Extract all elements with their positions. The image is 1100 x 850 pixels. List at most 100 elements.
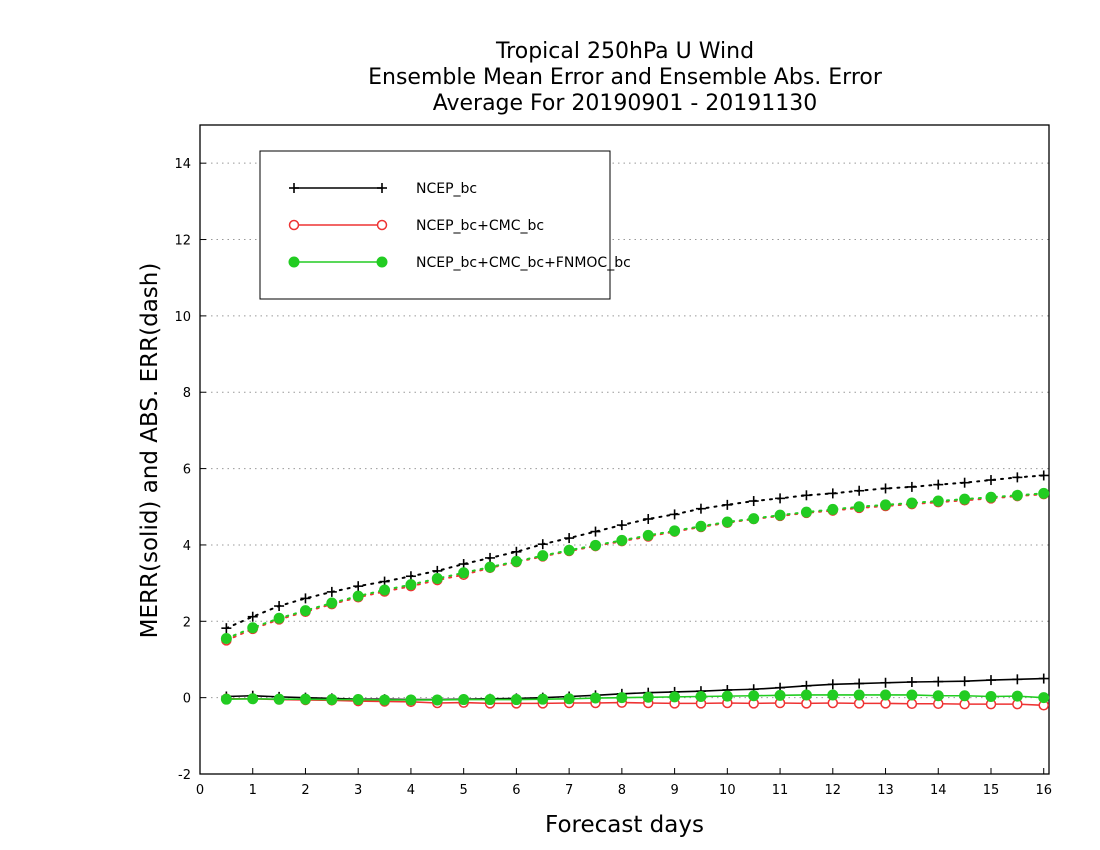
abs-err-point <box>827 488 838 499</box>
abs-err-point <box>827 503 839 515</box>
y-tick-label: -2 <box>178 768 191 783</box>
y-tick-label: 10 <box>174 310 191 325</box>
merr-point <box>326 694 338 706</box>
abs-err-point <box>906 481 917 492</box>
abs-err-point <box>985 491 997 503</box>
abs-err-point <box>854 485 865 496</box>
legend-item: NCEP_bc <box>289 181 477 197</box>
merr-point <box>880 677 891 688</box>
merr-point <box>959 676 970 687</box>
x-tick-label: 4 <box>407 783 415 798</box>
abs-err-point <box>643 513 654 524</box>
merr-point <box>906 698 918 710</box>
abs-err-point <box>1038 470 1049 481</box>
merr-point <box>985 675 996 686</box>
merr-point <box>1012 674 1023 685</box>
merr-point <box>774 689 786 701</box>
abs-err-point <box>274 601 285 612</box>
abs-err-point <box>695 503 706 514</box>
abs-err-point <box>669 525 681 537</box>
merr-point <box>589 692 601 704</box>
merr-point <box>933 676 944 687</box>
abs-err-point <box>353 581 364 592</box>
merr-point <box>853 689 865 701</box>
abs-err-point <box>537 550 549 562</box>
merr-point <box>642 691 654 703</box>
series-layer <box>220 470 1050 711</box>
abs-err-point <box>484 561 496 573</box>
abs-err-point <box>405 579 417 591</box>
abs-err-point <box>485 552 496 563</box>
merr-point <box>352 694 364 706</box>
abs-err-point <box>906 497 918 509</box>
abs-err-point <box>616 534 628 546</box>
legend-label: NCEP_bc+CMC_bc <box>416 218 544 234</box>
x-tick-label: 15 <box>983 783 1000 798</box>
x-tick-label: 13 <box>877 783 894 798</box>
merr-point <box>484 694 496 706</box>
series-ncep-bc-cmc-bc-fnmoc-bc <box>220 487 1050 706</box>
abs-err-point <box>959 493 971 505</box>
abs-err-point <box>932 495 944 507</box>
abs-err-point <box>880 483 891 494</box>
abs-err-point <box>590 526 601 537</box>
abs-err-point <box>748 513 760 525</box>
merr-point <box>537 693 549 705</box>
y-axis-title: MERR(solid) and ABS. ERR(dash) <box>137 263 163 639</box>
merr-point <box>827 689 839 701</box>
x-tick-label: 8 <box>618 783 626 798</box>
merr-point <box>748 690 760 702</box>
abs-err-point <box>748 496 759 507</box>
x-tick-label: 3 <box>354 783 362 798</box>
abs-err-point <box>695 520 707 532</box>
merr-point <box>801 680 812 691</box>
merr-line <box>226 677 1044 701</box>
merr-point <box>458 694 470 706</box>
abs-err-point <box>537 539 548 550</box>
merr-point <box>1011 690 1023 702</box>
abs-err-point <box>959 477 970 488</box>
x-tick-label: 16 <box>1035 783 1052 798</box>
abs-err-point <box>933 479 944 490</box>
x-tick-label: 1 <box>249 783 257 798</box>
abs-err-point <box>326 586 337 597</box>
abs-err-point <box>247 611 258 622</box>
merr-point <box>220 693 232 705</box>
x-tick-label: 7 <box>565 783 573 798</box>
merr-point <box>405 694 417 706</box>
legend-marker <box>376 256 388 268</box>
abs-err-point <box>985 475 996 486</box>
merr-point <box>1038 692 1050 704</box>
abs-err-point <box>511 546 522 557</box>
merr-point <box>906 676 917 687</box>
legend-item: NCEP_bc+CMC_bc+FNMOC_bc <box>288 255 631 271</box>
legend-marker <box>377 183 387 193</box>
legend-item: NCEP_bc+CMC_bc <box>288 218 544 234</box>
x-tick-label: 10 <box>719 783 736 798</box>
merr-point <box>854 678 865 689</box>
legend-label: NCEP_bc+CMC_bc+FNMOC_bc <box>416 255 631 271</box>
abs-err-point <box>379 584 391 596</box>
abs-err-point <box>1038 487 1050 499</box>
legend-label: NCEP_bc <box>416 181 477 197</box>
merr-point <box>1038 673 1049 684</box>
y-tick-label: 4 <box>183 539 191 554</box>
abs-err-point <box>669 509 680 520</box>
abs-err-point <box>722 499 733 510</box>
abs-err-point <box>589 539 601 551</box>
abs-err-point <box>1012 472 1023 483</box>
merr-point <box>379 694 391 706</box>
x-tick-label: 11 <box>772 783 789 798</box>
title-line: Average For 20190901 - 20191130 <box>433 91 818 116</box>
y-tick-label: 8 <box>183 386 191 401</box>
series-ncep-bc <box>221 470 1049 705</box>
x-tick-label: 6 <box>512 783 520 798</box>
merr-point <box>299 693 311 705</box>
merr-point <box>959 690 971 702</box>
abs-err-point <box>642 529 654 541</box>
legend-marker <box>376 219 388 231</box>
legend-marker <box>288 256 300 268</box>
abs-err-point <box>300 593 311 604</box>
x-tick-label: 2 <box>301 783 309 798</box>
